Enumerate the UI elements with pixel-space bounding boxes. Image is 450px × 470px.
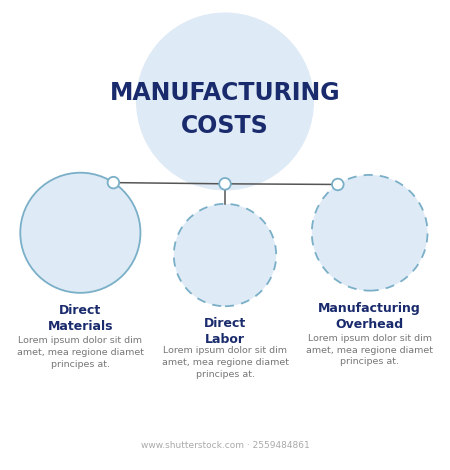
Text: Lorem ipsum dolor sit dim
amet, mea regione diamet
principes at.: Lorem ipsum dolor sit dim amet, mea regi… xyxy=(162,346,288,379)
Circle shape xyxy=(219,178,231,189)
Text: COSTS: COSTS xyxy=(181,114,269,138)
Circle shape xyxy=(20,172,140,293)
Text: Lorem ipsum dolor sit dim
amet, mea regione diamet
principes at.: Lorem ipsum dolor sit dim amet, mea regi… xyxy=(17,336,144,368)
Text: Lorem ipsum dolor sit dim
amet, mea regione diamet
principes at.: Lorem ipsum dolor sit dim amet, mea regi… xyxy=(306,334,433,367)
Text: Direct
Labor: Direct Labor xyxy=(204,317,246,346)
Text: MANUFACTURING: MANUFACTURING xyxy=(110,80,340,105)
Circle shape xyxy=(174,204,276,306)
Text: www.shutterstock.com · 2559484861: www.shutterstock.com · 2559484861 xyxy=(140,440,310,449)
Circle shape xyxy=(136,13,314,190)
Circle shape xyxy=(108,177,119,188)
Circle shape xyxy=(312,175,428,290)
Text: Direct
Materials: Direct Materials xyxy=(48,304,113,333)
Circle shape xyxy=(332,179,344,190)
Text: Manufacturing
Overhead: Manufacturing Overhead xyxy=(318,302,421,331)
